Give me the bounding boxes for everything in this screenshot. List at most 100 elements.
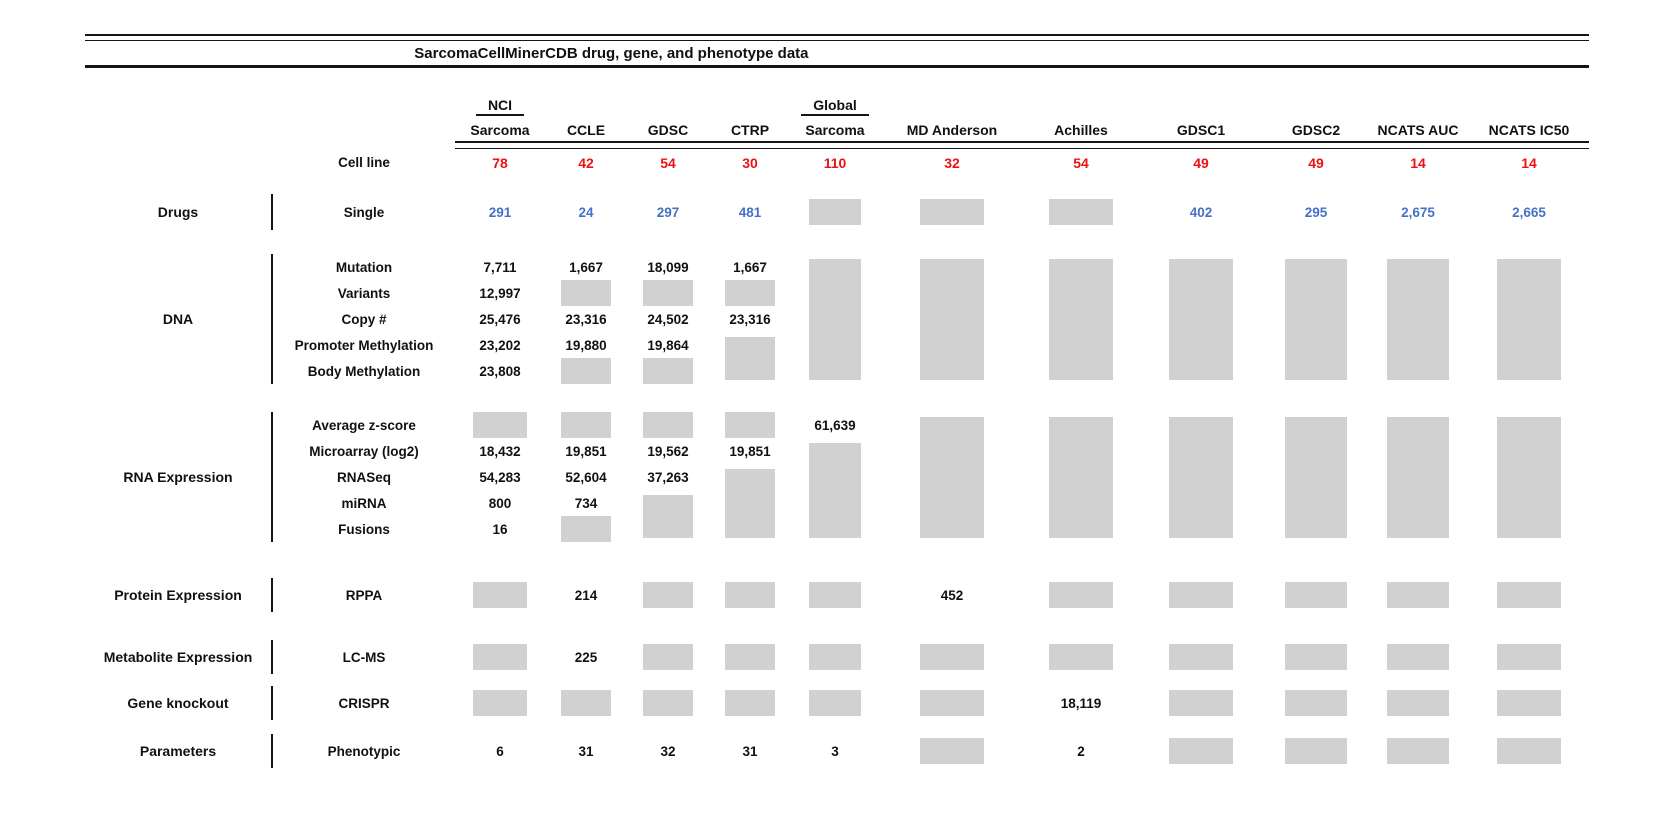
missing-data-box	[1285, 690, 1347, 716]
missing-data-cell	[627, 412, 709, 438]
missing-data-box	[643, 644, 693, 670]
top-double-rule	[85, 34, 1589, 41]
missing-data-box	[1497, 738, 1561, 764]
data-cell: 32	[660, 743, 676, 759]
missing-data-box	[1387, 644, 1449, 670]
row-label: Microarray (log2)	[309, 443, 419, 459]
missing-data-box	[1285, 582, 1347, 608]
missing-data-box	[725, 582, 775, 608]
missing-data-box	[920, 738, 984, 764]
missing-data-cell	[709, 412, 791, 438]
data-cell: 291	[488, 204, 512, 220]
cell-line-count: 30	[742, 154, 758, 171]
cell-line-count: 32	[944, 154, 960, 171]
missing-data-box	[725, 412, 775, 438]
missing-data-box	[1497, 582, 1561, 608]
data-cell: 7,711	[483, 259, 517, 275]
cell-line-count: 14	[1410, 154, 1426, 171]
row-group-label: RNA Expression	[85, 412, 273, 542]
data-cell: 52,604	[565, 469, 607, 485]
data-cell: 19,864	[647, 337, 689, 353]
missing-data-cell	[1367, 412, 1469, 542]
missing-data-cell	[545, 516, 627, 542]
row-label: Variants	[337, 285, 391, 301]
row-label: Fusions	[338, 521, 390, 537]
missing-data-box	[920, 199, 984, 225]
missing-data-cell	[1367, 254, 1469, 384]
missing-data-box	[808, 582, 862, 608]
section-metabolite-expression: Metabolite Expression LC-MS 225	[85, 640, 1589, 674]
row-group-label: Drugs	[85, 194, 273, 230]
row-label: Mutation	[335, 259, 393, 275]
missing-data-box	[920, 416, 984, 538]
missing-data-cell	[627, 490, 709, 542]
data-cell: 2,675	[1401, 204, 1435, 220]
data-cell: 297	[656, 204, 680, 220]
missing-data-box	[473, 582, 527, 608]
missing-data-box	[1169, 690, 1233, 716]
row-group-label: DNA	[85, 254, 273, 384]
data-cell: 23,202	[479, 337, 521, 353]
missing-data-cell	[455, 640, 545, 674]
data-cell: 2	[1077, 743, 1085, 759]
row-group-label: Gene knockout	[85, 686, 273, 720]
column-group-header-label: NCI	[475, 97, 525, 116]
data-cell: 31	[578, 743, 594, 759]
missing-data-cell	[1137, 412, 1265, 542]
missing-data-cell	[1137, 578, 1265, 612]
missing-data-cell	[879, 254, 1025, 384]
row-label: Single	[343, 204, 385, 220]
cell-line-count: 49	[1308, 154, 1324, 171]
data-cell: 25,476	[479, 311, 521, 327]
missing-data-cell	[1265, 686, 1367, 720]
column-header: GDSC2	[1291, 122, 1341, 138]
missing-data-box	[1285, 416, 1347, 538]
missing-data-box	[473, 690, 527, 716]
missing-data-box	[1497, 416, 1561, 538]
cell-line-label: Cell line	[338, 155, 390, 170]
missing-data-cell	[455, 686, 545, 720]
missing-data-box	[643, 690, 693, 716]
data-cell: 6	[496, 743, 504, 759]
title-row: SarcomaCellMinerCDB drug, gene, and phen…	[85, 41, 1589, 65]
missing-data-cell	[1469, 734, 1589, 768]
missing-data-cell	[455, 412, 545, 438]
missing-data-box	[561, 690, 611, 716]
missing-data-cell	[1469, 686, 1589, 720]
missing-data-box	[561, 412, 611, 438]
row-label: Phenotypic	[327, 743, 401, 759]
missing-data-cell	[791, 194, 879, 230]
missing-data-box	[1049, 199, 1113, 225]
missing-data-cell	[791, 686, 879, 720]
missing-data-box	[1169, 644, 1233, 670]
data-cell: 24	[578, 204, 594, 220]
cell-line-count: 14	[1521, 154, 1537, 171]
missing-data-cell	[1265, 412, 1367, 542]
missing-data-box	[725, 280, 775, 306]
missing-data-cell	[879, 640, 1025, 674]
missing-data-box	[920, 258, 984, 380]
missing-data-cell	[1137, 686, 1265, 720]
cell-line-count: 49	[1193, 154, 1209, 171]
missing-data-box	[808, 690, 862, 716]
section-rna-expression: RNA Expression Average z-score 61,639 Micro…	[85, 412, 1589, 542]
missing-data-cell	[709, 280, 791, 306]
missing-data-cell	[1367, 640, 1469, 674]
column-header: MD Anderson	[906, 122, 998, 138]
row-label: Promoter Methylation	[294, 337, 434, 353]
figure-title: SarcomaCellMinerCDB drug, gene, and phen…	[414, 44, 809, 62]
cell-line-count: 54	[1073, 154, 1089, 171]
column-header: Achilles	[1054, 122, 1108, 138]
data-cell: 18,432	[479, 443, 521, 459]
data-cell: 402	[1189, 204, 1213, 220]
missing-data-cell	[1025, 194, 1137, 230]
missing-data-box	[1285, 644, 1347, 670]
section-drugs: Drugs Single 291 24 297 481 402 295 2,675 2,665	[85, 194, 1589, 230]
column-header: NCATS IC50	[1488, 122, 1570, 138]
missing-data-cell	[1025, 640, 1137, 674]
missing-data-box	[643, 280, 693, 306]
missing-data-cell	[1367, 578, 1469, 612]
row-group-label: Protein Expression	[85, 578, 273, 612]
column-header: GDSC1	[1176, 122, 1226, 138]
missing-data-box	[561, 280, 611, 306]
